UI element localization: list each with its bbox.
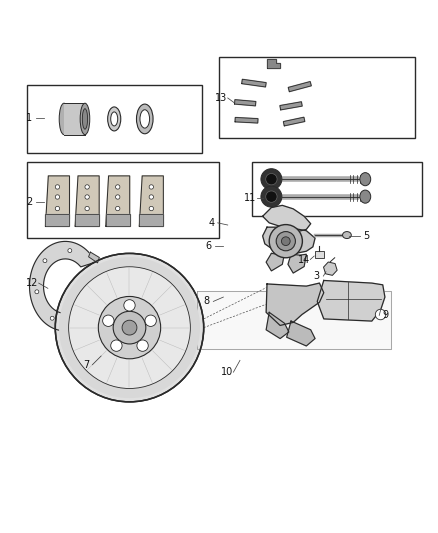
Text: 7: 7 <box>83 360 89 370</box>
Circle shape <box>261 169 282 190</box>
Polygon shape <box>106 176 130 226</box>
Polygon shape <box>317 280 385 321</box>
Bar <box>252 161 422 216</box>
Polygon shape <box>197 290 392 350</box>
Polygon shape <box>242 79 266 87</box>
Bar <box>64 103 85 135</box>
Ellipse shape <box>59 103 69 135</box>
Ellipse shape <box>140 110 150 128</box>
Polygon shape <box>288 82 311 92</box>
Text: 11: 11 <box>244 193 257 203</box>
Circle shape <box>137 340 148 351</box>
Circle shape <box>282 237 290 246</box>
Polygon shape <box>75 214 99 226</box>
Circle shape <box>116 195 120 199</box>
Text: 14: 14 <box>297 255 310 264</box>
Ellipse shape <box>82 109 88 129</box>
Polygon shape <box>280 102 302 110</box>
Circle shape <box>85 206 89 211</box>
Circle shape <box>261 186 282 207</box>
Circle shape <box>55 185 60 189</box>
Text: 6: 6 <box>205 240 211 251</box>
Circle shape <box>55 253 204 402</box>
Polygon shape <box>29 241 95 331</box>
Bar <box>315 251 324 258</box>
Circle shape <box>55 206 60 211</box>
Circle shape <box>35 290 39 294</box>
Circle shape <box>269 224 302 258</box>
Polygon shape <box>235 100 256 106</box>
Circle shape <box>102 315 114 326</box>
Text: 8: 8 <box>204 296 210 306</box>
Polygon shape <box>46 214 70 226</box>
Polygon shape <box>139 214 163 226</box>
Circle shape <box>113 311 146 344</box>
Circle shape <box>266 191 277 203</box>
Text: 13: 13 <box>215 93 227 103</box>
Circle shape <box>68 248 72 253</box>
Ellipse shape <box>111 112 118 126</box>
Polygon shape <box>266 312 289 338</box>
Text: 4: 4 <box>208 218 214 228</box>
Text: 2: 2 <box>26 197 32 207</box>
Circle shape <box>116 206 120 211</box>
Ellipse shape <box>343 231 351 239</box>
Ellipse shape <box>80 103 90 135</box>
Text: 10: 10 <box>221 367 233 377</box>
Circle shape <box>98 296 161 359</box>
Circle shape <box>50 316 54 320</box>
Polygon shape <box>287 321 315 346</box>
Circle shape <box>69 266 191 389</box>
Circle shape <box>266 174 277 185</box>
Polygon shape <box>106 214 130 226</box>
Polygon shape <box>139 176 163 226</box>
Circle shape <box>149 185 153 189</box>
Text: 9: 9 <box>383 310 389 320</box>
Text: 12: 12 <box>26 278 38 288</box>
Polygon shape <box>288 254 306 273</box>
Polygon shape <box>263 227 315 253</box>
Ellipse shape <box>108 107 121 131</box>
Text: 5: 5 <box>364 231 370 241</box>
Circle shape <box>55 195 60 199</box>
Circle shape <box>111 340 122 351</box>
Circle shape <box>149 195 153 199</box>
Ellipse shape <box>360 173 371 185</box>
Bar <box>219 57 416 138</box>
Polygon shape <box>283 117 305 126</box>
Circle shape <box>85 195 89 199</box>
Bar <box>27 161 219 238</box>
Circle shape <box>276 231 295 251</box>
Circle shape <box>375 309 386 320</box>
Polygon shape <box>266 253 285 271</box>
Circle shape <box>85 185 89 189</box>
Polygon shape <box>263 205 311 231</box>
Circle shape <box>116 185 120 189</box>
Ellipse shape <box>137 104 153 134</box>
Ellipse shape <box>360 190 371 203</box>
Polygon shape <box>75 176 99 226</box>
Circle shape <box>124 300 135 311</box>
Polygon shape <box>46 176 70 226</box>
Polygon shape <box>235 117 258 123</box>
Polygon shape <box>266 283 324 326</box>
Bar <box>27 85 201 153</box>
Circle shape <box>149 206 153 211</box>
Polygon shape <box>88 252 99 263</box>
Text: 1: 1 <box>26 113 32 123</box>
Circle shape <box>145 315 156 326</box>
Text: 3: 3 <box>314 271 320 281</box>
Circle shape <box>59 257 200 398</box>
Circle shape <box>43 259 47 263</box>
Circle shape <box>122 320 137 335</box>
Polygon shape <box>267 59 280 68</box>
